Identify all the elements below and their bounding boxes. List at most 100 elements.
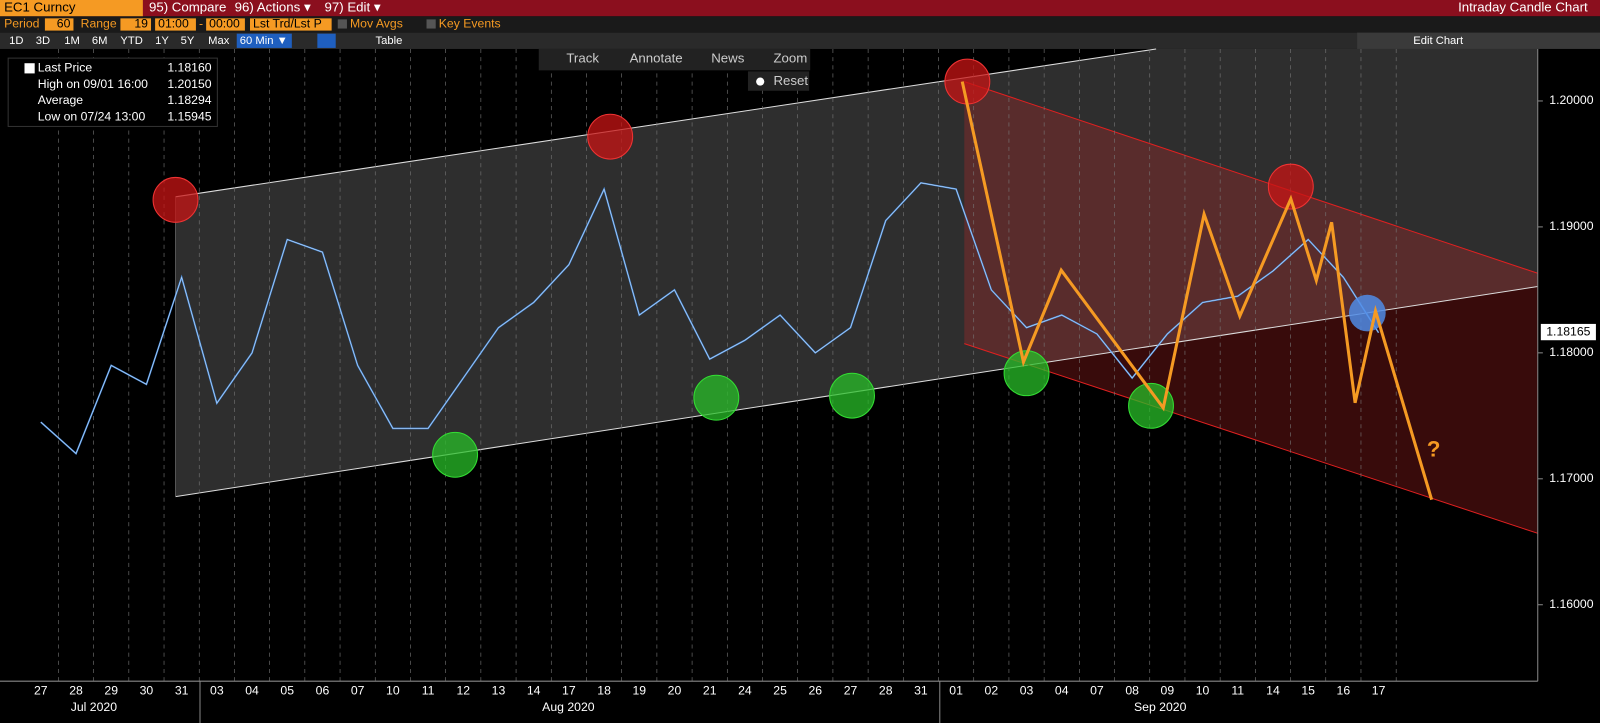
period[interactable]: 60 [57,17,71,31]
range-button[interactable]: 5Y [181,35,195,47]
range-button[interactable]: 1M [64,35,80,47]
peak-marker [944,58,991,105]
x-tick-label: 19 [632,684,646,698]
key-events[interactable]: Key Events [439,17,501,31]
reset-button[interactable] [747,71,810,91]
x-tick-label: 05 [280,684,294,698]
icon-button[interactable] [317,33,336,48]
checkbox[interactable] [426,19,436,29]
x-tick-label: 12 [456,684,470,698]
x-tick-label: 27 [34,684,48,698]
compare-button[interactable]: 95) Compare [149,0,226,15]
price-field[interactable]: Lst Trd/Lst P [253,17,322,31]
x-tick-label: 07 [1090,684,1104,698]
x-tick-label: 06 [316,684,330,698]
x-tick-label: 02 [985,684,999,698]
x-tick-label: 15 [1301,684,1315,698]
interval[interactable]: 60 Min ▼ [240,35,288,47]
reset[interactable]: Reset [773,73,808,88]
start-box[interactable] [155,18,196,31]
y-tick-label: 1.18000 [1549,345,1593,359]
x-tick-label: 10 [386,684,400,698]
range-buttons: 1D 3D 1M 6M YTD 1Y 5Y Max [9,35,230,47]
checkbox[interactable] [337,19,347,29]
tool-button[interactable]: News [711,51,745,66]
interval-box[interactable] [236,33,292,48]
x-tick-label: 03 [1020,684,1034,698]
range-label: Range [81,17,117,31]
x-tick-label: 31 [175,684,189,698]
month-label: Jul 2020 [71,700,117,714]
series [40,181,1380,455]
range-button[interactable]: 6M [92,35,108,47]
trough-marker [432,431,479,478]
range-button[interactable]: YTD [120,35,142,47]
channel-line [964,343,1538,534]
range-button[interactable]: 1D [9,35,23,47]
x-tick-label: 08 [1125,684,1139,698]
range-button[interactable]: Max [208,35,230,47]
range-button[interactable]: 1Y [155,35,169,47]
x-tick-label: 01 [949,684,963,698]
x-tick-label: 10 [1196,684,1210,698]
y-tick-label: 1.17000 [1549,471,1593,485]
legend-value: 1.18160 [167,61,211,75]
actions-button[interactable]: 96) Actions ▾ [235,0,311,15]
y-axis-panel [1537,48,1600,723]
security[interactable]: EC1 Curncy [4,0,76,15]
chart-name: Intraday Candle Chart [1458,0,1588,15]
legend-value: 1.20150 [167,77,211,91]
range-bar [0,32,1600,49]
end-time[interactable]: 00:00 [209,17,240,31]
edit-button[interactable]: 97) Edit ▾ [324,0,380,15]
trough-marker [693,374,740,421]
price-line-highlight [40,182,1379,455]
mov-avgs[interactable]: Mov Avgs [350,17,403,31]
x-tick-label: 11 [1231,684,1244,698]
tools: Track Annotate News Zoom [566,51,807,66]
legend-swatch [24,63,35,74]
peak-marker [152,176,199,223]
peak-markers [152,58,1314,223]
month-label: Sep 2020 [1134,700,1187,714]
x-tick-label: 20 [668,684,682,698]
x-tick-label: 17 [1372,684,1386,698]
current-marker [1348,294,1386,332]
y-tick-label: 1.20000 [1549,93,1593,107]
trough-marker [829,372,875,419]
table-button[interactable]: Table [376,35,403,47]
x-tick-label: 04 [245,684,259,698]
security-box[interactable] [0,0,143,17]
x-tick-label: 03 [210,684,224,698]
edit-chart-bar [1357,32,1600,49]
channel-line [964,81,1538,274]
zigzag [960,81,1434,501]
x-tick-label: 29 [104,684,118,698]
tool-button[interactable]: Track [566,51,599,66]
edit-chart[interactable]: Edit Chart [1413,35,1464,47]
y-tick-label: 1.19000 [1549,219,1593,233]
tool-button[interactable]: Zoom [773,51,807,66]
settings-bar [0,16,1600,33]
range-button[interactable]: 3D [36,35,50,47]
x-tick-label: 04 [1055,684,1069,698]
channel-line [175,48,1157,198]
field-box[interactable] [250,18,332,31]
x-tick-label: 21 [703,684,717,698]
annotation: ? [1427,437,1441,462]
range[interactable]: 19 [134,17,148,31]
legend-label: Last Price [38,61,93,75]
tool-button[interactable]: Annotate [630,51,683,66]
start-time[interactable]: 01:00 [158,17,189,31]
end-box[interactable] [206,18,245,31]
x-tick-label: 17 [562,684,576,698]
period-label: Period [4,17,40,31]
period-box[interactable] [44,18,74,31]
time-dash: - [199,17,203,31]
peak-marker [1267,163,1314,210]
x-tick-label: 30 [140,684,154,698]
legend [7,57,218,127]
trough-marker [1128,382,1174,429]
range-box[interactable] [120,18,152,31]
